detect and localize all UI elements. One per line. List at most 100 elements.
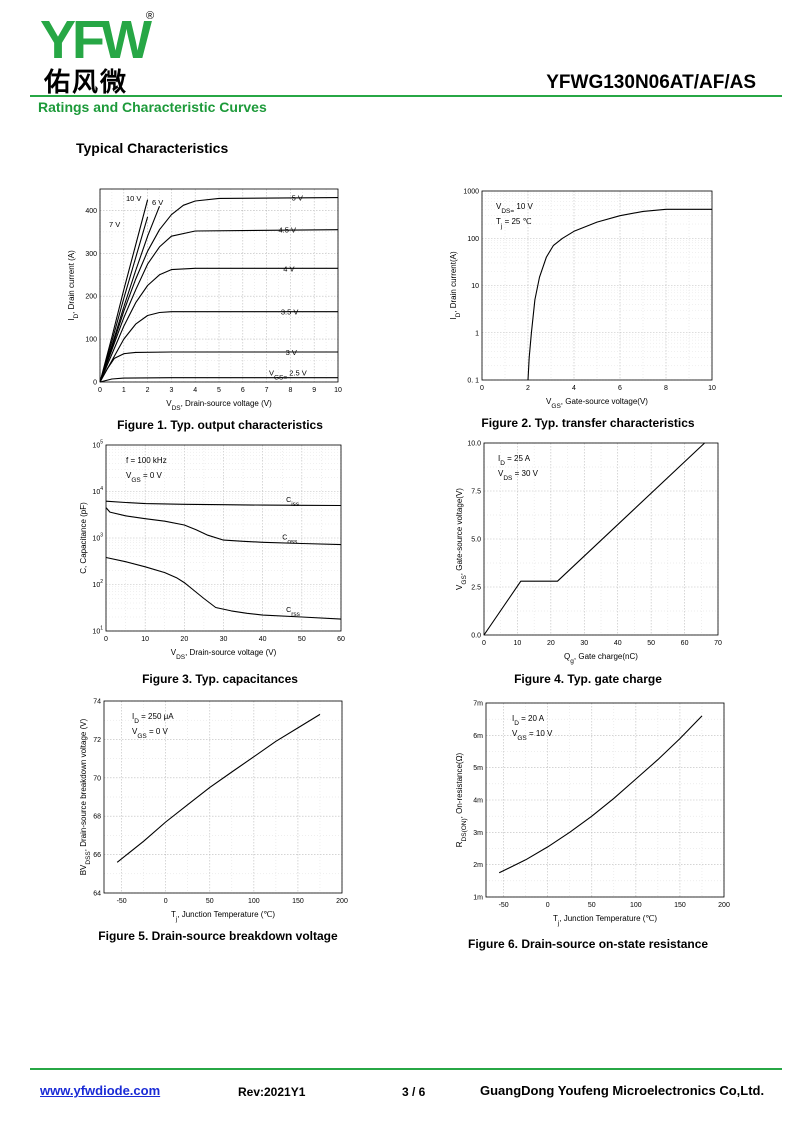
curve-label-2-5v: VGS= 2.5 V <box>269 369 307 382</box>
y-tick-label: 66 <box>93 852 101 859</box>
series-line-1 <box>498 715 703 874</box>
registered-mark: ® <box>146 10 155 22</box>
x-tick-label: 50 <box>298 636 306 643</box>
series-line-9 <box>99 199 149 383</box>
chart-annotation: ID = 250 μA <box>132 712 174 725</box>
x-tick-label: 150 <box>292 898 304 905</box>
y-tick-label: 200 <box>85 294 97 301</box>
figure-2-transfer-chart: 0 2 4 6 8 10 0. 1 1 10 100 1000 VGS, Gate-source vo… <box>449 189 716 410</box>
y-tick-label: 68 <box>93 814 101 821</box>
x-tick-label: 2 <box>146 387 150 394</box>
plot-frame <box>483 442 719 636</box>
x-tick-label: 20 <box>547 640 555 647</box>
website-link[interactable]: www.yfwdiode.com <box>40 1083 161 1098</box>
x-tick-label: 8 <box>664 385 668 392</box>
series-line-3 <box>105 556 342 620</box>
chart-annotation: ID = 25 A <box>498 454 531 467</box>
x-tick-label: 1 <box>122 387 126 394</box>
x-tick-label: 5 <box>217 387 221 394</box>
x-tick-label: 4 <box>572 385 576 392</box>
y-tick-label: 0. 1 <box>467 378 479 385</box>
figure-4-gate-charge-chart: 0 10 20 30 40 50 60 70 0.0 2.5 5.0 7.5 10.0 Qg, Gate … <box>455 441 722 665</box>
chart-annotation: VGS = 0 V <box>126 471 163 484</box>
logo-chinese-name: 佑风微 <box>44 68 129 98</box>
y-axis-title: BVDSS, Drain-source breakdown voltage (V… <box>79 718 92 875</box>
y-tick-label: 400 <box>85 208 97 215</box>
y-tick-label: 2.5 <box>471 585 481 592</box>
chart-plot-area: 0 2 4 6 8 10 0. 1 1 10 100 1000 <box>463 189 716 393</box>
y-tick-label: 3m <box>473 830 483 837</box>
y-axis-title: RDS(ON), On-resistance(Ω) <box>455 752 468 847</box>
part-number: YFWG130N06AT/AF/AS <box>546 72 756 93</box>
series-line-1 <box>99 377 338 383</box>
page-number: 3 / 6 <box>402 1085 426 1099</box>
chart-annotation: Tj = 25 ℃ <box>496 217 532 230</box>
y-tick-label: 102 <box>92 579 103 589</box>
chart-plot-area: 0 10 20 30 40 50 60 70 0.0 2.5 5.0 7.5 10.0 <box>467 441 722 648</box>
y-tick-label: 7m <box>473 701 483 708</box>
subtitle: Typical Characteristics <box>76 140 229 156</box>
plot-frame <box>99 188 339 383</box>
curve-label-10v: 10 V <box>126 194 141 203</box>
chart-plot-area: -50 0 50 100 150 200 64 66 68 70 72 74 <box>93 699 348 906</box>
y-tick-label: 100 <box>85 337 97 344</box>
series-line-4 <box>99 267 338 383</box>
series-line-8 <box>99 216 149 383</box>
x-tick-label: 6 <box>618 385 622 392</box>
y-axis-title: C, Capacitance (pF) <box>79 502 88 574</box>
x-tick-label: 30 <box>220 636 228 643</box>
x-tick-label: 0 <box>104 636 108 643</box>
y-tick-label: 6m <box>473 733 483 740</box>
y-tick-label: 0.0 <box>471 633 481 640</box>
x-tick-label: 6 <box>241 387 245 394</box>
x-axis-title: VDS, Drain-source voltage (V) <box>171 648 277 661</box>
y-tick-label: 10 <box>471 283 479 290</box>
x-tick-label: 0 <box>164 898 168 905</box>
y-tick-label: 1 <box>475 330 479 337</box>
x-tick-label: 150 <box>674 902 686 909</box>
chart-annotation: VDS= 10 V <box>496 202 534 215</box>
y-axis-title: VGS, Gate-source voltage(V) <box>455 488 468 590</box>
curve-label-3-5v: 3.5 V <box>281 308 299 317</box>
series-line-6 <box>99 197 339 383</box>
series-line-3 <box>99 311 338 383</box>
series-label-ciss: Ciss <box>286 497 300 508</box>
x-axis-title: VGS, Gate-source voltage(V) <box>546 397 648 410</box>
y-tick-label: 72 <box>93 737 101 744</box>
x-tick-label: 8 <box>288 387 292 394</box>
logo-letters: YFW <box>40 10 152 68</box>
y-axis-title: ID, Drain current(A) <box>449 251 462 320</box>
series-line-5 <box>99 229 339 383</box>
revision-label: Rev:2021Y1 <box>238 1085 306 1099</box>
figure-5-breakdown-chart: -50 0 50 100 150 200 64 66 68 70 72 74 Tj, Junction … <box>79 699 348 923</box>
curve-label-3v: 3 V <box>286 348 297 357</box>
y-tick-label: 74 <box>93 699 101 706</box>
footer-divider <box>30 1068 782 1070</box>
curve-label-4v: 4 V <box>283 264 294 273</box>
curve-label-5v: 5 V <box>292 194 303 203</box>
series-line-1 <box>483 442 705 636</box>
x-tick-label: 50 <box>588 902 596 909</box>
x-tick-label: 2 <box>526 385 530 392</box>
y-tick-label: 103 <box>92 533 103 543</box>
x-tick-label: 0 <box>546 902 550 909</box>
x-axis-title: Qg, Gate charge(nC) <box>564 652 638 665</box>
chart-plot-area: -50 0 50 100 150 200 1m 2m 3m 4m 5m 6m 7m <box>473 701 730 910</box>
series-line-1 <box>116 713 321 863</box>
x-axis-title: Tj, Junction Temperature (℃) <box>171 910 275 923</box>
figure-3-caption: Figure 3. Typ. capacitances <box>142 672 298 686</box>
x-tick-label: 50 <box>647 640 655 647</box>
x-tick-label: 4 <box>193 387 197 394</box>
y-tick-label: 105 <box>92 440 103 450</box>
x-tick-label: 0 <box>482 640 486 647</box>
x-axis-title: VDS, Drain-source voltage (V) <box>166 399 272 412</box>
x-tick-label: 20 <box>180 636 188 643</box>
plot-frame <box>103 700 343 894</box>
curve-label-7v: 7 V <box>109 220 120 229</box>
series-line-1 <box>105 500 342 507</box>
curve-label-4-5v: 4.5 V <box>279 226 297 235</box>
y-tick-label: 100 <box>467 236 479 243</box>
figure-5-caption: Figure 5. Drain-source breakdown voltage <box>98 929 338 943</box>
curve-label-6v: 6 V <box>152 198 163 207</box>
x-tick-label: 40 <box>259 636 267 643</box>
